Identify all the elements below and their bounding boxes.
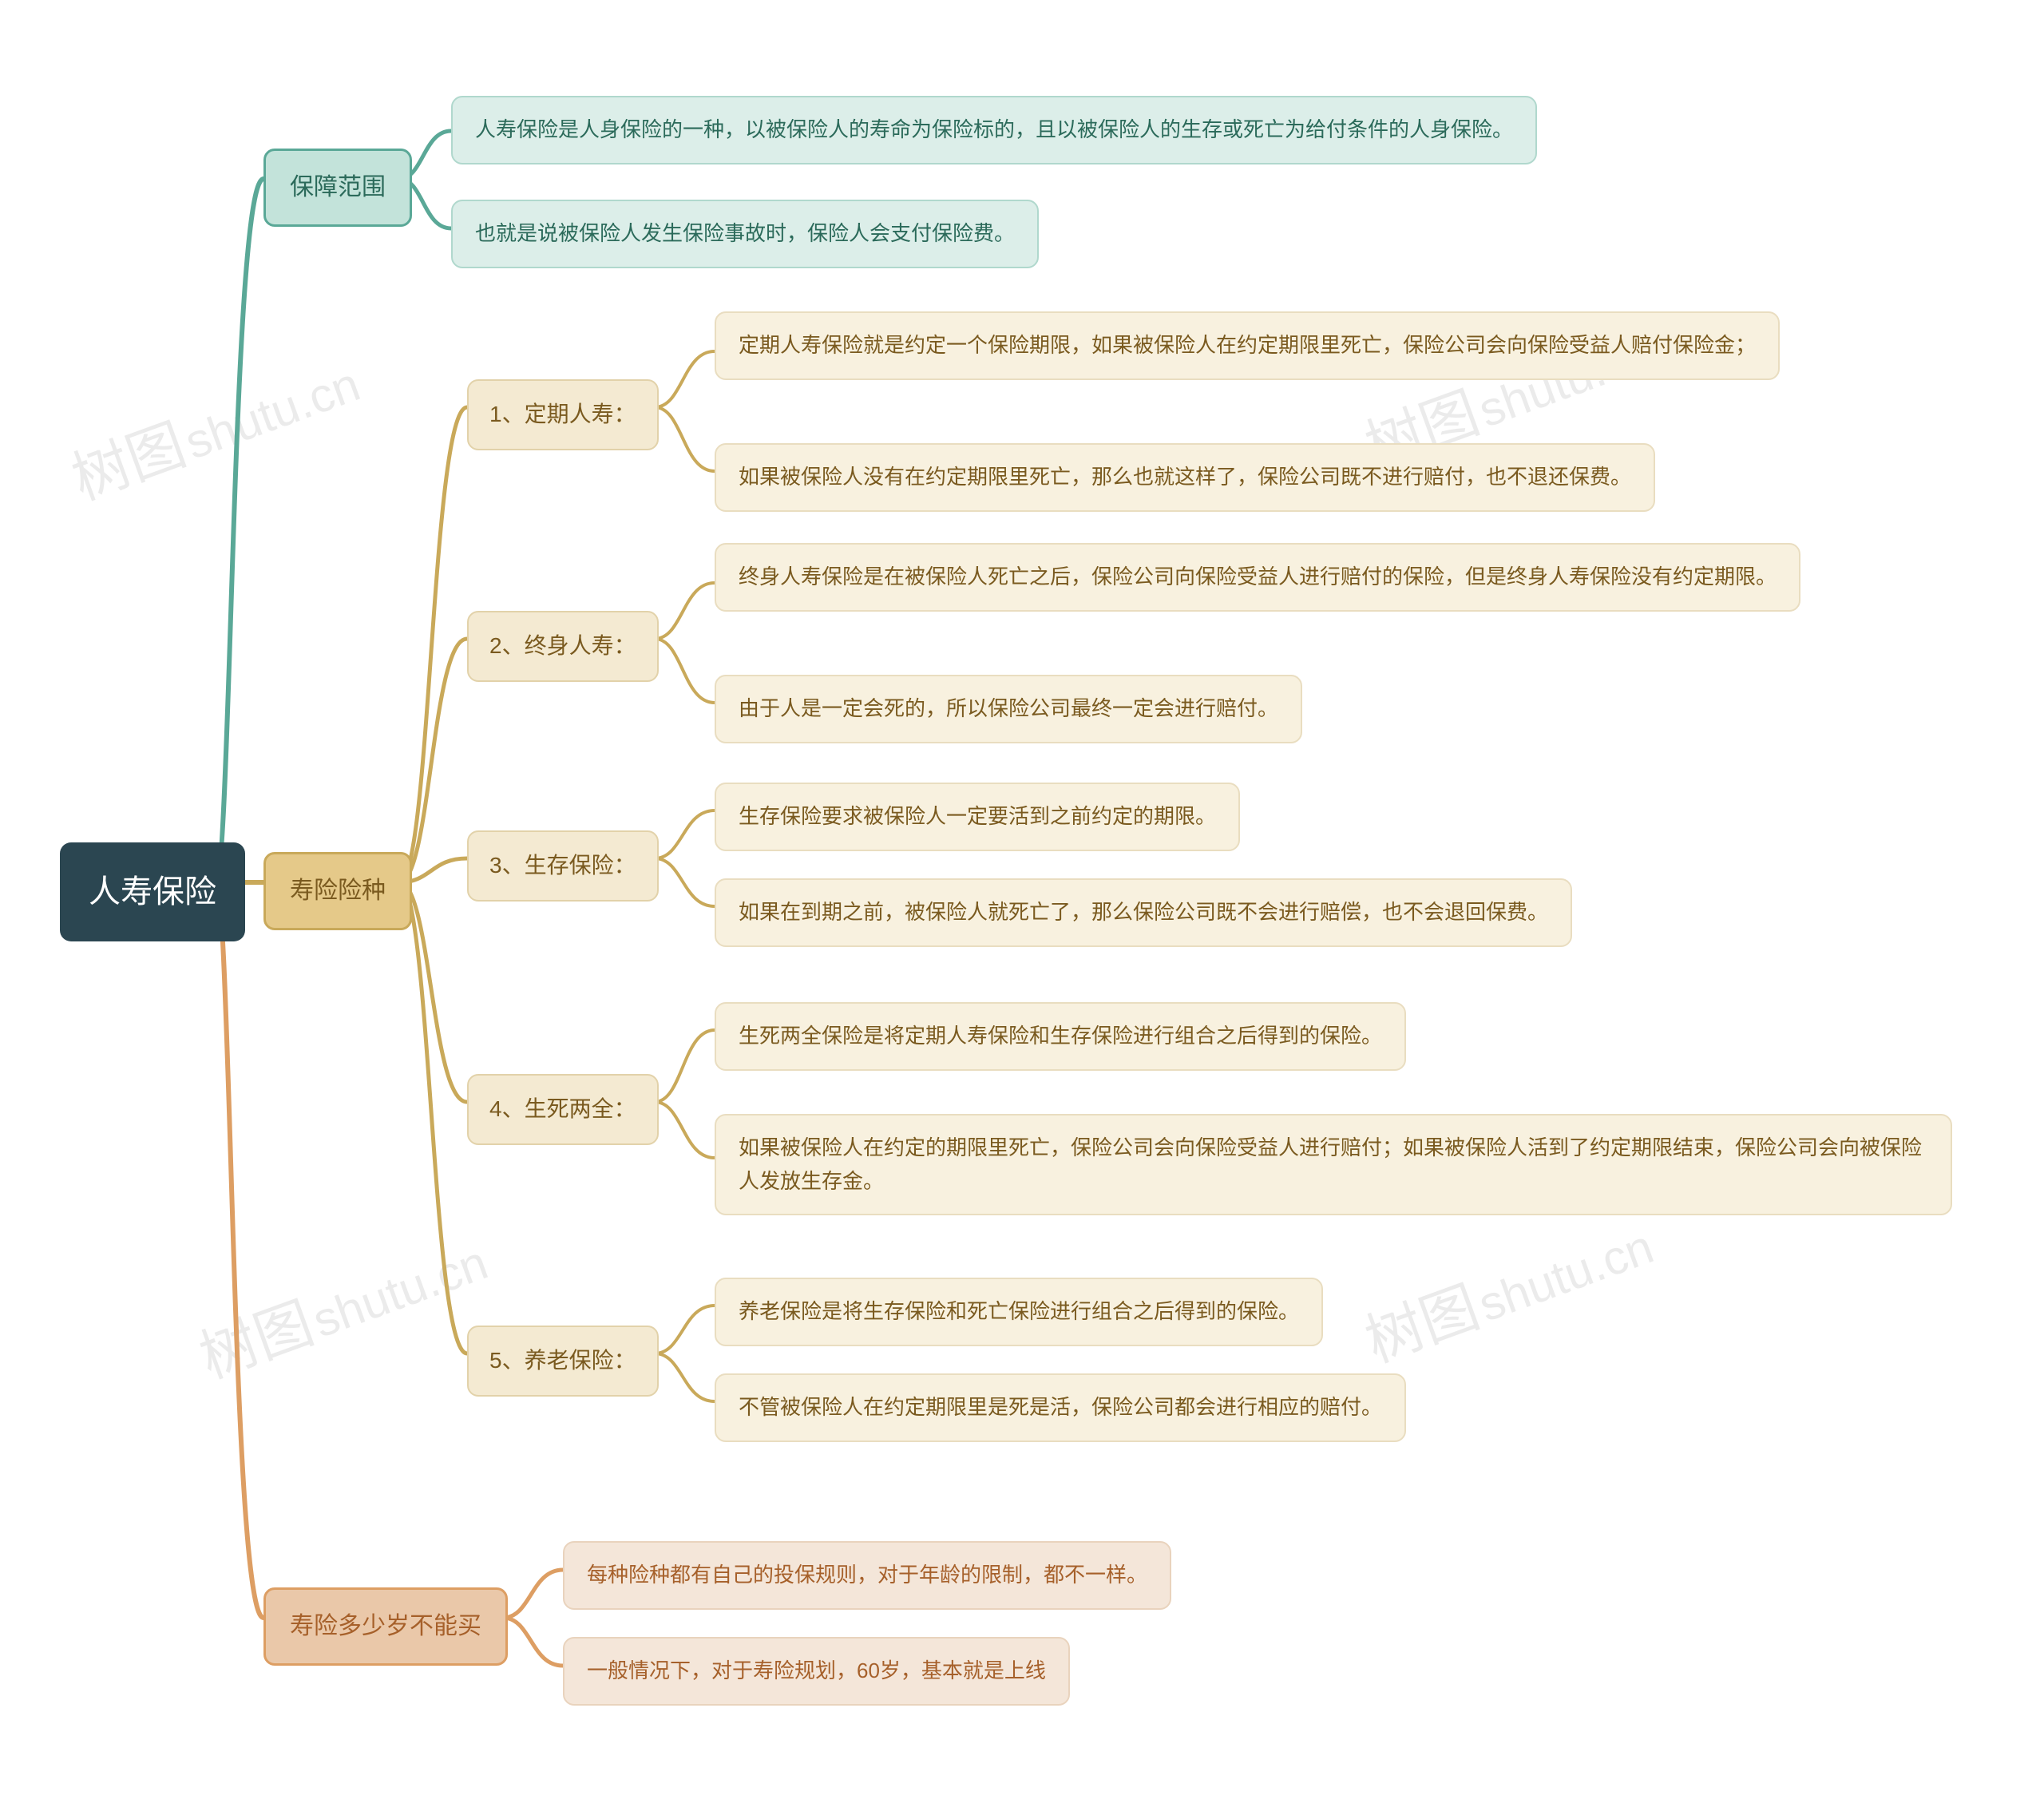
leaf-type-4-1[interactable]: 如果被保险人在约定的期限里死亡，保险公司会向保险受益人进行赔付；如果被保险人活到… bbox=[715, 1114, 1952, 1215]
root-label: 人寿保险 bbox=[89, 866, 216, 917]
leaf-type-2-0[interactable]: 终身人寿保险是在被保险人死亡之后，保险公司向保险受益人进行赔付的保险，但是终身人… bbox=[715, 543, 1800, 612]
leaf-text: 如果在到期之前，被保险人就死亡了，那么保险公司既不会进行赔偿，也不会退回保费。 bbox=[739, 896, 1548, 929]
leaf-coverage-1[interactable]: 也就是说被保险人发生保险事故时，保险人会支付保险费。 bbox=[451, 200, 1039, 268]
root-node[interactable]: 人寿保险 bbox=[60, 842, 245, 941]
leaf-type-3-1[interactable]: 如果在到期之前，被保险人就死亡了，那么保险公司既不会进行赔偿，也不会退回保费。 bbox=[715, 878, 1572, 947]
leaf-age-1[interactable]: 一般情况下，对于寿险规划，60岁，基本就是上线 bbox=[563, 1637, 1070, 1706]
mindmap-stage: 树图 shutu.cn 树图 shutu.cn 树图 shutu.cn 树图 s… bbox=[0, 0, 2044, 1815]
sub-type-3[interactable]: 3、生存保险： bbox=[467, 830, 659, 902]
leaf-text: 养老保险是将生存保险和死亡保险进行组合之后得到的保险。 bbox=[739, 1295, 1299, 1329]
sub-label: 2、终身人寿： bbox=[489, 628, 636, 664]
sub-type-1[interactable]: 1、定期人寿： bbox=[467, 379, 659, 450]
sub-label: 5、养老保险： bbox=[489, 1343, 636, 1379]
leaf-text: 一般情况下，对于寿险规划，60岁，基本就是上线 bbox=[587, 1655, 1046, 1688]
leaf-text: 不管被保险人在约定期限里是死是活，保险公司都会进行相应的赔付。 bbox=[739, 1391, 1382, 1425]
branch-age[interactable]: 寿险多少岁不能买 bbox=[263, 1587, 508, 1666]
leaf-text: 人寿保险是人身保险的一种，以被保险人的寿命为保险标的，且以被保险人的生存或死亡为… bbox=[475, 113, 1513, 147]
leaf-type-5-1[interactable]: 不管被保险人在约定期限里是死是活，保险公司都会进行相应的赔付。 bbox=[715, 1373, 1406, 1442]
leaf-age-0[interactable]: 每种险种都有自己的投保规则，对于年龄的限制，都不一样。 bbox=[563, 1541, 1171, 1610]
leaf-type-3-0[interactable]: 生存保险要求被保险人一定要活到之前约定的期限。 bbox=[715, 783, 1240, 851]
leaf-text: 终身人寿保险是在被保险人死亡之后，保险公司向保险受益人进行赔付的保险，但是终身人… bbox=[739, 561, 1777, 594]
leaf-text: 生存保险要求被保险人一定要活到之前约定的期限。 bbox=[739, 800, 1216, 834]
sub-type-5[interactable]: 5、养老保险： bbox=[467, 1326, 659, 1397]
watermark: 树图 shutu.cn bbox=[58, 335, 369, 516]
leaf-coverage-0[interactable]: 人寿保险是人身保险的一种，以被保险人的寿命为保险标的，且以被保险人的生存或死亡为… bbox=[451, 96, 1537, 164]
sub-type-2[interactable]: 2、终身人寿： bbox=[467, 611, 659, 682]
leaf-text: 生死两全保险是将定期人寿保险和生存保险进行组合之后得到的保险。 bbox=[739, 1020, 1382, 1053]
leaf-text: 定期人寿保险就是约定一个保险期限，如果被保险人在约定期限里死亡，保险公司会向保险… bbox=[739, 329, 1756, 363]
leaf-text: 每种险种都有自己的投保规则，对于年龄的限制，都不一样。 bbox=[587, 1559, 1147, 1592]
leaf-text: 也就是说被保险人发生保险事故时，保险人会支付保险费。 bbox=[475, 217, 1015, 251]
sub-type-4[interactable]: 4、生死两全： bbox=[467, 1074, 659, 1145]
leaf-type-1-1[interactable]: 如果被保险人没有在约定期限里死亡，那么也就这样了，保险公司既不进行赔付，也不退还… bbox=[715, 443, 1655, 512]
leaf-text: 由于人是一定会死的，所以保险公司最终一定会进行赔付。 bbox=[739, 692, 1278, 726]
watermark: 树图 shutu.cn bbox=[186, 1213, 497, 1394]
branch-label: 寿险多少岁不能买 bbox=[290, 1607, 481, 1646]
branch-label: 寿险险种 bbox=[290, 872, 386, 910]
leaf-text: 如果被保险人在约定的期限里死亡，保险公司会向保险受益人进行赔付；如果被保险人活到… bbox=[739, 1131, 1928, 1198]
leaf-type-1-0[interactable]: 定期人寿保险就是约定一个保险期限，如果被保险人在约定期限里死亡，保险公司会向保险… bbox=[715, 311, 1780, 380]
branch-types[interactable]: 寿险险种 bbox=[263, 852, 412, 930]
sub-label: 3、生存保险： bbox=[489, 848, 636, 884]
leaf-type-5-0[interactable]: 养老保险是将生存保险和死亡保险进行组合之后得到的保险。 bbox=[715, 1278, 1323, 1346]
leaf-text: 如果被保险人没有在约定期限里死亡，那么也就这样了，保险公司既不进行赔付，也不退还… bbox=[739, 461, 1631, 494]
leaf-type-2-1[interactable]: 由于人是一定会死的，所以保险公司最终一定会进行赔付。 bbox=[715, 675, 1302, 743]
sub-label: 1、定期人寿： bbox=[489, 397, 636, 433]
branch-label: 保障范围 bbox=[290, 168, 386, 207]
branch-coverage[interactable]: 保障范围 bbox=[263, 149, 412, 227]
watermark: 树图 shutu.cn bbox=[1352, 1197, 1662, 1378]
leaf-type-4-0[interactable]: 生死两全保险是将定期人寿保险和生存保险进行组合之后得到的保险。 bbox=[715, 1002, 1406, 1071]
sub-label: 4、生死两全： bbox=[489, 1092, 636, 1127]
